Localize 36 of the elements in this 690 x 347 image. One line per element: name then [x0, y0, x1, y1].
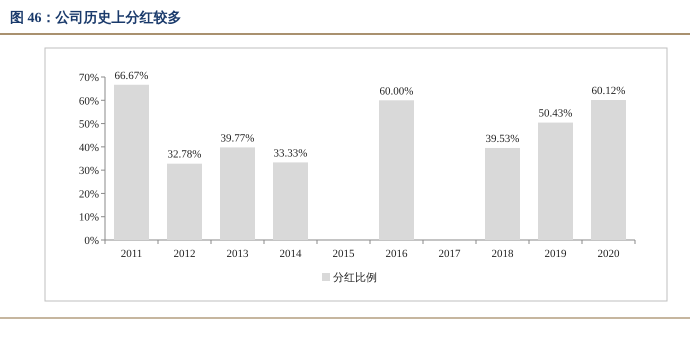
x-tick-label: 2014	[280, 248, 302, 260]
data-label: 60.12%	[592, 85, 626, 98]
y-tick-label: 60%	[78, 95, 99, 108]
y-tick-label: 40%	[78, 142, 99, 154]
bar	[167, 164, 202, 240]
y-tick-label: 20%	[78, 188, 99, 200]
bar	[273, 162, 308, 240]
y-tick-label: 30%	[78, 165, 99, 178]
y-tick-label: 10%	[78, 212, 99, 224]
data-label: 32.78%	[168, 148, 202, 161]
x-tick-label: 2018	[492, 248, 514, 260]
bar	[220, 147, 255, 240]
x-tick-label: 2020	[598, 248, 620, 260]
data-label: 50.43%	[538, 108, 572, 120]
data-label: 33.33%	[274, 147, 308, 160]
data-label: 66.67%	[114, 70, 148, 82]
x-tick-label: 2011	[120, 248, 142, 260]
chart-title: 图 46：公司历史上分红较多	[10, 10, 182, 26]
x-tick-label: 2017	[438, 248, 461, 260]
y-tick-label: 50%	[78, 118, 99, 131]
legend-label: 分红比例	[333, 271, 377, 284]
data-label: 39.53%	[486, 132, 520, 145]
y-tick-label: 0%	[84, 235, 99, 247]
data-label: 60.00%	[380, 85, 414, 98]
x-tick-label: 2015	[332, 248, 355, 260]
bar	[591, 100, 626, 240]
y-tick-label: 70%	[78, 72, 99, 84]
bar	[379, 100, 414, 240]
bar	[114, 84, 149, 240]
bar	[485, 148, 520, 240]
x-tick-label: 2019	[544, 248, 567, 260]
bar	[538, 122, 573, 240]
x-tick-label: 2012	[174, 248, 196, 260]
x-tick-label: 2016	[386, 248, 408, 260]
x-tick-label: 2013	[226, 248, 249, 260]
data-label: 39.77%	[220, 132, 254, 144]
